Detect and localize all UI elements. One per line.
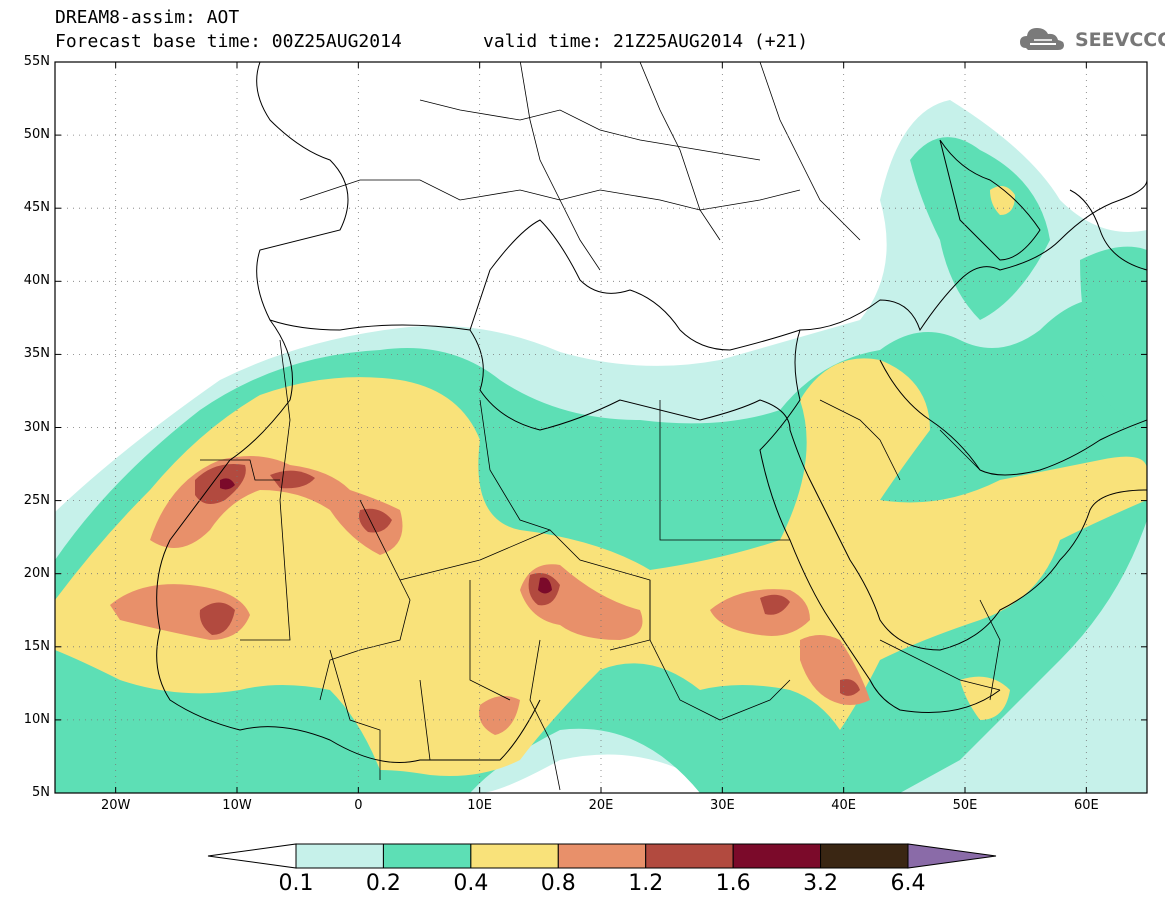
- lon-tick-label: 10E: [467, 798, 493, 813]
- lon-tick-label: 40E: [831, 798, 857, 813]
- colorbar-over-triangle: [907, 843, 997, 869]
- colorbar-box: [295, 843, 384, 869]
- coastlines: [156, 62, 1147, 763]
- colorbar: [207, 843, 997, 869]
- gridlines: [55, 62, 1147, 793]
- band-1-6: [220, 478, 552, 594]
- chart-title: DREAM8-assim: AOT: [55, 7, 240, 28]
- lon-tick-label: 30E: [709, 798, 735, 813]
- tick-marks: [55, 61, 1147, 794]
- colorbar-box: [557, 843, 647, 869]
- lat-tick-label: 50N: [23, 127, 50, 143]
- lon-tick-label: 0: [354, 798, 363, 813]
- lat-tick-label: 45N: [23, 200, 50, 216]
- colorbar-box: [820, 843, 909, 869]
- forecast-base-time: Forecast base time: 00Z25AUG2014: [55, 31, 402, 52]
- colorbar-level-label: 6.4: [890, 871, 926, 896]
- colorbar-level-label: 0.4: [453, 871, 489, 896]
- cloud-icon: [1020, 28, 1064, 50]
- colorbar-under-triangle: [207, 843, 297, 869]
- logo-text: SEEVCCC: [1075, 29, 1165, 51]
- colorbar-box: [645, 843, 734, 869]
- lon-tick-label: 10W: [222, 798, 252, 813]
- colorbar-level-label: 0.2: [365, 871, 401, 896]
- colorbar-level-label: 0.8: [540, 871, 576, 896]
- lon-tick-label: 60E: [1073, 798, 1099, 813]
- colorbar-box: [470, 843, 559, 869]
- lat-tick-label: 5N: [32, 785, 50, 800]
- borders: [200, 62, 1001, 791]
- lat-tick-label: 40N: [23, 273, 50, 289]
- colorbar-box: [382, 843, 472, 869]
- lat-tick-label: 20N: [23, 565, 50, 581]
- lat-tick-label: 25N: [23, 492, 50, 508]
- lon-tick-label: 50E: [952, 798, 978, 813]
- colorbar-level-label: 0.1: [278, 871, 314, 896]
- lat-tick-label: 10N: [23, 711, 50, 727]
- lat-tick-label: 30N: [23, 419, 50, 435]
- colorbar-box: [732, 843, 822, 869]
- lat-tick-label: 55N: [23, 54, 50, 69]
- lat-tick-label: 35N: [23, 346, 50, 362]
- lat-tick-label: 15N: [23, 638, 50, 654]
- colorbar-level-label: 3.2: [803, 871, 839, 896]
- band-0-4: [55, 186, 1147, 776]
- colorbar-level-label: 1.2: [628, 871, 664, 896]
- valid-time: valid time: 21Z25AUG2014 (+21): [483, 31, 809, 52]
- lon-tick-label: 20W: [100, 798, 131, 813]
- colorbar-level-label: 1.6: [715, 871, 751, 896]
- lon-tick-label: 20E: [588, 798, 614, 813]
